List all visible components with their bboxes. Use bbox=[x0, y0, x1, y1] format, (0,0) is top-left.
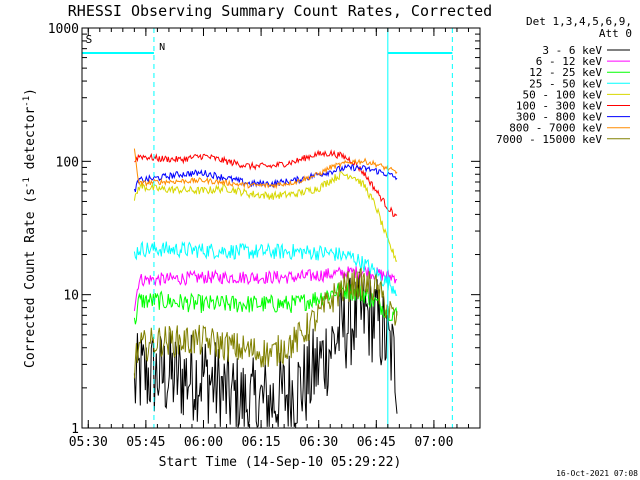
x-tick-label: 05:30 bbox=[69, 435, 108, 450]
y-tick-label: 1 bbox=[71, 422, 79, 437]
chart-title: RHESSI Observing Summary Count Rates, Co… bbox=[68, 2, 492, 20]
series-line-1 bbox=[133, 265, 398, 312]
legend-header-line: Att 0 bbox=[599, 27, 632, 40]
saa-marker-label: S bbox=[86, 33, 93, 46]
x-tick-label: 06:00 bbox=[184, 435, 223, 450]
series-line-4 bbox=[133, 171, 398, 262]
legend-header-line: Det 1,3,4,5,6,9, bbox=[526, 15, 632, 28]
night-marker-label: N bbox=[159, 42, 165, 53]
axes: 05:30 05:45 06:00 06:15 06:30 06:45 07:00 1 10 10… bbox=[48, 22, 481, 450]
plot-frame bbox=[81, 27, 481, 429]
series-line-5 bbox=[134, 149, 398, 217]
legend-label: 25 - 50 keV bbox=[529, 77, 602, 90]
y-tick-label: 100 bbox=[56, 155, 79, 170]
legend-label: 800 - 7000 keV bbox=[509, 122, 602, 135]
legend-label: 12 - 25 keV bbox=[529, 66, 602, 79]
y-tick-label: 10 bbox=[63, 289, 79, 304]
series-line-8 bbox=[133, 267, 398, 379]
x-tick-label: 05:45 bbox=[126, 435, 165, 450]
series-line-6 bbox=[133, 163, 398, 193]
plot-area: SN bbox=[82, 28, 453, 428]
series-line-3 bbox=[133, 240, 398, 297]
x-tick-label: 07:00 bbox=[414, 435, 453, 450]
legend-label: 300 - 800 keV bbox=[516, 111, 602, 124]
legend-label: 100 - 300 keV bbox=[516, 100, 602, 113]
x-tick-label: 06:15 bbox=[242, 435, 281, 450]
legend-label: 7000 - 15000 keV bbox=[496, 133, 602, 146]
legend-label: 6 - 12 keV bbox=[536, 55, 603, 68]
x-tick-label: 06:45 bbox=[357, 435, 396, 450]
series-line-7 bbox=[133, 148, 398, 190]
footer-timestamp: 16-Oct-2021 07:08 bbox=[556, 469, 638, 478]
legend-label: 3 - 6 keV bbox=[542, 44, 602, 57]
legend-label: 50 - 100 keV bbox=[523, 88, 603, 101]
x-tick-label: 06:30 bbox=[299, 435, 338, 450]
y-axis-label: Corrected Count Rate (s-1 detector-1) bbox=[22, 88, 38, 368]
y-tick-label: 1000 bbox=[48, 22, 79, 37]
series-line-0 bbox=[133, 271, 398, 428]
x-axis-label: Start Time (14-Sep-10 05:29:22) bbox=[159, 455, 402, 470]
